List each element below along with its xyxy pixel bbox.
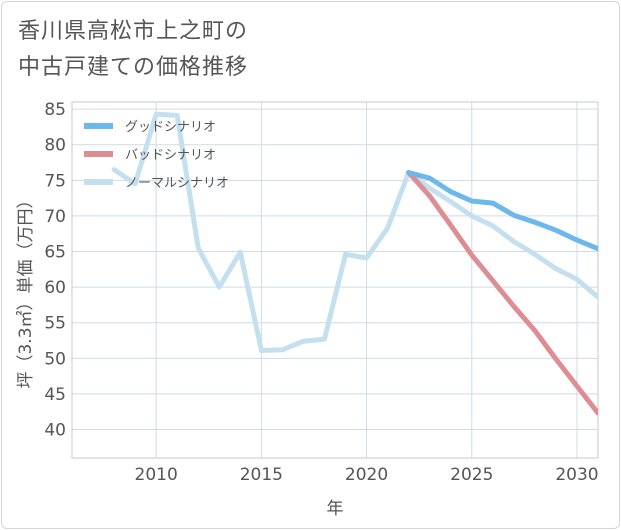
- legend-label-1: バッドシナリオ: [125, 148, 216, 163]
- y-axis-ticks: 40 45 50 55 60 65 70 75 80 85: [44, 100, 66, 440]
- x-tick-label: 2030: [555, 465, 598, 485]
- y-tick-label: 80: [44, 136, 66, 156]
- y-axis-title: 坪（3.3㎡）単価（万円）: [16, 191, 36, 388]
- y-tick-label: 65: [44, 243, 66, 263]
- legend-label-2: ノーマルシナリオ: [125, 176, 229, 191]
- series-line-0: [406, 170, 598, 252]
- series-layer: [111, 111, 598, 416]
- legend-label-0: グッドシナリオ: [125, 120, 216, 135]
- y-tick-label: 70: [44, 207, 66, 227]
- y-tick-label: 85: [44, 100, 66, 120]
- series-line-1: [406, 170, 598, 416]
- x-axis-ticks: 2010 2015 2020 2025 2030: [135, 465, 599, 485]
- chart-title-line-1: 香川県高松市上之町の: [18, 19, 249, 44]
- y-tick-label: 75: [44, 171, 66, 191]
- x-tick-label: 2025: [450, 465, 493, 485]
- x-tick-label: 2015: [240, 465, 283, 485]
- x-axis-title: 年: [327, 499, 344, 519]
- series-line-2: [111, 111, 598, 353]
- y-tick-label: 60: [44, 278, 66, 298]
- x-tick-label: 2020: [345, 465, 388, 485]
- y-tick-label: 55: [44, 314, 66, 334]
- x-tick-label: 2010: [135, 465, 178, 485]
- y-tick-label: 45: [44, 385, 66, 405]
- y-tick-label: 40: [44, 421, 66, 441]
- y-tick-label: 50: [44, 349, 66, 369]
- grid: [72, 102, 598, 458]
- chart-title-line-2: 中古戸建ての価格推移: [18, 55, 249, 80]
- chart-title: 香川県高松市上之町の 中古戸建ての価格推移: [18, 14, 248, 86]
- plot-area: [71, 101, 599, 459]
